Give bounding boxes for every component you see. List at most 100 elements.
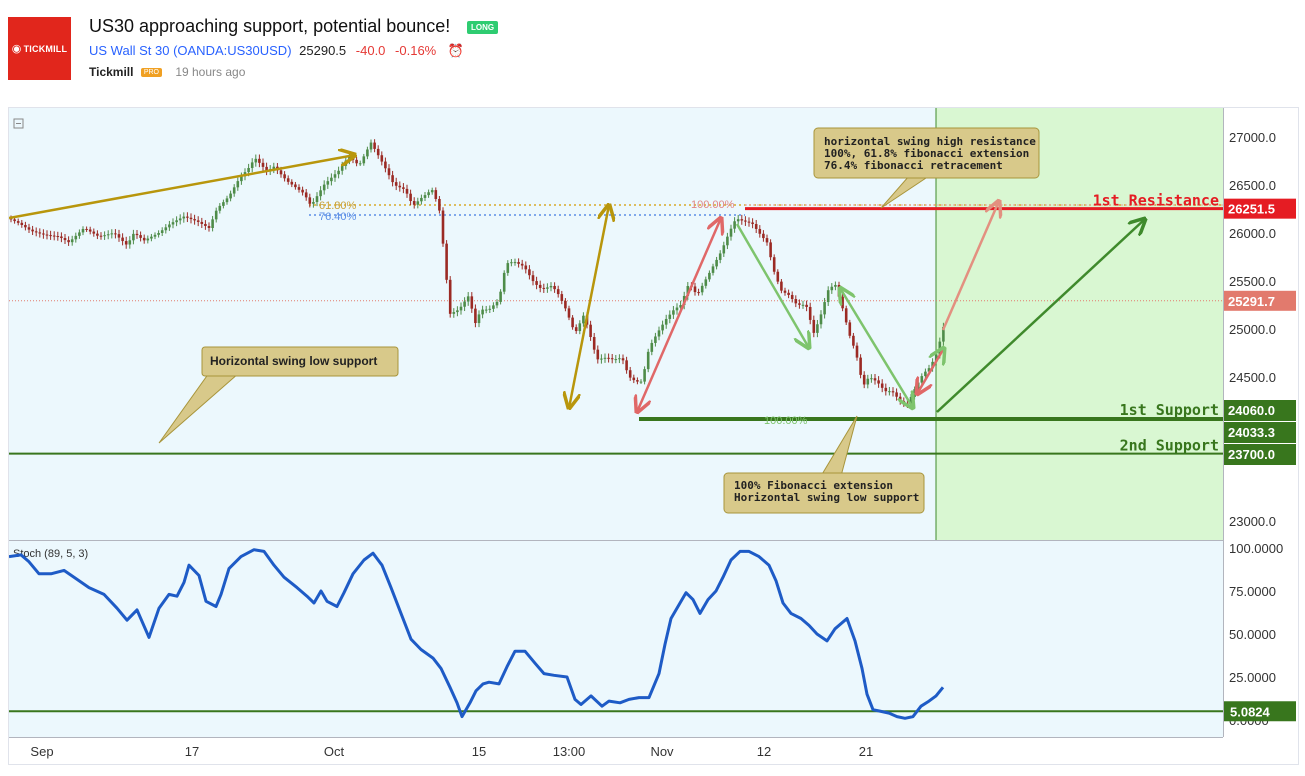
candle-body (441, 210, 445, 244)
candle-body (506, 263, 510, 273)
chart-frame[interactable]: 61.80% 76.40% 100.00% 100.00% Horizontal… (8, 107, 1299, 765)
candle-body (438, 198, 441, 211)
candle-body (96, 233, 99, 236)
candle-body (52, 235, 56, 237)
candle-body (618, 358, 621, 360)
candle-body (837, 284, 841, 297)
candle-body (862, 374, 866, 385)
candle-body (247, 167, 250, 173)
candle-body (783, 290, 787, 293)
candle-body (380, 155, 384, 162)
candle-body (387, 168, 391, 176)
projection-arrow-long[interactable] (936, 219, 1145, 413)
price-tick-3: 25500.0 (1229, 274, 1276, 289)
candle-body (560, 294, 564, 301)
candle-body (16, 221, 20, 223)
bounce-arrow[interactable] (917, 348, 944, 394)
candle-body (610, 358, 614, 360)
time-axis-ticks[interactable]: Sep 17 Oct 15 13:00 Nov 12 21 (30, 744, 873, 759)
fib-ext-callout[interactable] (723, 472, 925, 514)
collapse-toggle-icon[interactable] (13, 118, 24, 129)
resistance-price-badge-text: 26251.5 (1228, 202, 1275, 217)
candle-body (358, 163, 362, 165)
candle-body (24, 224, 27, 228)
candle-body (196, 220, 200, 222)
candle-body (272, 166, 276, 170)
candle-body (308, 197, 312, 204)
candle-body (67, 240, 70, 243)
stoch-tick-1: 75.0000 (1229, 584, 1276, 599)
swing-range-arrow[interactable] (569, 205, 609, 408)
swing-low-callout[interactable] (201, 346, 399, 377)
fib-76-4-label: 76.40% (319, 211, 357, 223)
candle-body (27, 227, 31, 230)
candle-body (222, 202, 225, 206)
candle-body (578, 323, 582, 332)
candle-body (369, 142, 373, 150)
candle-body (258, 158, 261, 163)
candle-body (250, 162, 254, 168)
fib-leg-3-arrow[interactable] (840, 288, 913, 408)
author-link[interactable]: Tickmill (89, 65, 134, 79)
candle-body (470, 296, 474, 309)
tickmill-logo[interactable]: ◉ TICKMILL (8, 17, 71, 80)
current-price-badge (1224, 290, 1296, 311)
support-1-price-badge (1224, 400, 1296, 421)
stoch-level-badge-text: 5.0824 (1230, 704, 1271, 719)
candle-body (157, 233, 160, 235)
candle-body (646, 351, 650, 370)
candle-body (319, 190, 322, 197)
candle-body (538, 284, 542, 288)
candle-body (765, 238, 769, 243)
fib-leg-1-arrow[interactable] (637, 218, 721, 412)
candle-body (200, 221, 204, 224)
fib-100-top-label: 100.00% (691, 199, 735, 211)
candle-body (330, 177, 333, 182)
candle-body (744, 220, 747, 222)
candle-body (718, 253, 722, 260)
price-change: -40.0 (355, 43, 386, 58)
alarm-clock-icon[interactable]: ⏰ (447, 43, 465, 58)
fib-leg-2-arrow[interactable] (735, 223, 809, 348)
resistance-callout[interactable] (813, 127, 1040, 179)
candle-body (488, 308, 492, 310)
chart-svg[interactable]: 61.80% 76.40% 100.00% 100.00% Horizontal… (8, 108, 1298, 764)
candle-body (740, 219, 744, 221)
candle-body (776, 271, 780, 282)
candle-body (427, 192, 430, 196)
candle-body (322, 184, 326, 191)
candle-body (474, 308, 477, 324)
time-tick-5: Nov (650, 744, 674, 759)
stoch-tick-3: 25.0000 (1229, 670, 1276, 685)
uptrend-arrow[interactable] (8, 155, 355, 220)
time-tick-0: Sep (30, 744, 53, 759)
candle-body (823, 302, 826, 315)
candle-body (625, 360, 628, 371)
candle-body (92, 231, 96, 234)
price-tick-1: 26500.0 (1229, 178, 1276, 193)
candle-body (290, 181, 294, 185)
candle-body (801, 304, 805, 306)
projection-arrow-short[interactable] (941, 201, 999, 331)
candle-body (121, 237, 124, 242)
candle-body (787, 292, 790, 295)
candle-body (78, 232, 81, 236)
candle-body (142, 237, 146, 241)
candle-body (844, 308, 848, 323)
candle-body (232, 187, 236, 194)
swing-low-callout-text: Horizontal swing low support (210, 354, 377, 368)
candle-body (924, 371, 927, 377)
candle-body (704, 279, 708, 286)
candle-body (20, 222, 24, 225)
candle-body (178, 218, 182, 221)
stoch-legend[interactable]: Stoch (89, 5, 3) (13, 548, 88, 560)
candle-body (531, 275, 535, 282)
symbol-link[interactable]: US Wall St 30 (OANDA:US30USD) (89, 43, 295, 58)
candle-body (466, 296, 470, 302)
support-1-price-badge-text: 24060.0 (1228, 403, 1275, 418)
candle-body (830, 286, 834, 291)
candle-body (848, 322, 852, 336)
candle-body (391, 175, 394, 183)
price-axis-ticks[interactable]: 27000.0 26500.0 26000.0 25500.0 25000.0 24500… (1229, 130, 1276, 529)
